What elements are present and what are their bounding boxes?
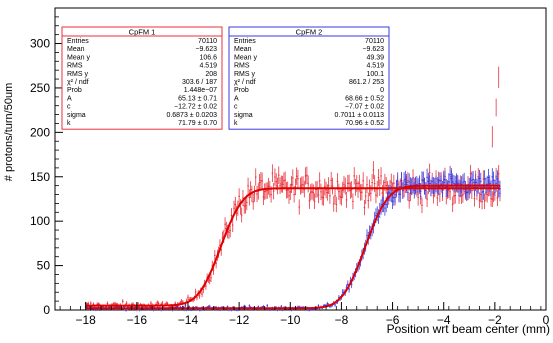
stat-box-border [61,26,223,130]
y-tick-label: 300 [30,37,50,51]
stat-value: 4.519 [199,63,217,70]
x-tick-label: −8 [335,313,349,327]
stat-value: 303.6 / 187 [182,79,217,86]
stat-box-2: CpFM 2 Entries 70110 Mean −9.623 Mean y 49.39 R… [228,26,390,130]
stat-value: 68.66 ± 0.52 [345,95,384,102]
stat-value: −12.72 ± 0.02 [174,104,217,111]
stat-key: Prob [234,87,249,94]
stat-key: χ² / ndf [234,79,256,86]
y-tick-label: 250 [30,81,50,95]
stat-value: 71.79 ± 0.70 [178,120,217,127]
stat-key: RMS y [234,71,256,78]
stat-value: −7.07 ± 0.02 [345,104,384,111]
stat-key: Mean [234,46,252,53]
x-tick-label: −12 [229,313,250,327]
stat-boxes: CpFM 1 Entries 70110 Mean −9.623 Mean y 106.6 R… [61,26,390,130]
x-tick-label: −2 [488,313,502,327]
stat-key: Mean y [234,54,257,61]
x-tick-label: −10 [280,313,301,327]
stat-key: Mean y [67,54,90,61]
stat-value: 0.6873 ± 0.0203 [166,112,217,119]
stat-value: 0 [380,87,384,94]
stat-key: c [67,104,71,111]
stat-key: A [67,95,72,102]
stat-box-title: CpFM 2 [296,28,323,37]
stat-value: 70110 [198,38,217,45]
stat-key: Mean [67,46,85,53]
y-axis-label: # protons/turn/50um [3,83,15,181]
stat-value: 4.519 [366,63,384,70]
stat-key: c [234,104,238,111]
axes: −18 −16 −14 −12 −10 −8 −6 −4 −2 0 0 50 100 150 200 250 3… [30,16,550,327]
x-tick-label: −6 [386,313,400,327]
stat-key: RMS y [67,71,89,78]
stat-key: RMS [234,63,250,70]
x-axis-label: Position wrt beam center (mm) [387,322,550,336]
y-tick-label: 0 [43,303,50,317]
fit-curve-2 [85,184,500,310]
y-tick-label: 100 [30,214,50,228]
x-tick-label: −4 [437,313,451,327]
stat-key: A [234,95,239,102]
fit-curve-1 [85,187,500,307]
stat-key: k [234,120,238,127]
stat-value: 70.96 ± 0.52 [345,120,384,127]
fit-curves [85,184,500,310]
stat-value: 0.7011 ± 0.0113 [334,112,384,119]
stat-box-border [228,26,390,130]
stat-key: Entries [67,38,89,45]
stat-box-1: CpFM 1 Entries 70110 Mean −9.623 Mean y 106.6 R… [61,26,223,130]
x-tick-label: −18 [76,313,97,327]
y-tick-label: 150 [30,170,50,184]
stat-value: 70110 [365,38,384,45]
stat-value: 100.1 [366,71,384,78]
x-tick-label: 0 [543,313,550,327]
stat-value: 208 [205,71,217,78]
stat-key: χ² / ndf [67,79,89,86]
stat-key: sigma [234,112,253,119]
stat-key: Entries [234,38,256,45]
stat-key: Prob [67,87,82,94]
x-tick-label: −16 [127,313,148,327]
stat-value: −9.623 [362,46,384,53]
stat-value: 106.6 [199,54,217,61]
x-tick-label: −14 [178,313,199,327]
stat-value: −9.623 [195,46,217,53]
y-tick-label: 200 [30,125,50,139]
stat-key: sigma [67,112,86,119]
stat-value: 861.2 / 253 [349,79,384,86]
stat-key: k [67,120,71,127]
stat-value: 49.39 [366,54,384,61]
stat-box-title: CpFM 1 [129,28,156,37]
stat-value: 65.13 ± 0.71 [178,95,217,102]
stat-value: 1.448e−07 [184,87,217,94]
stat-key: RMS [67,63,83,70]
y-tick-label: 50 [37,259,51,273]
